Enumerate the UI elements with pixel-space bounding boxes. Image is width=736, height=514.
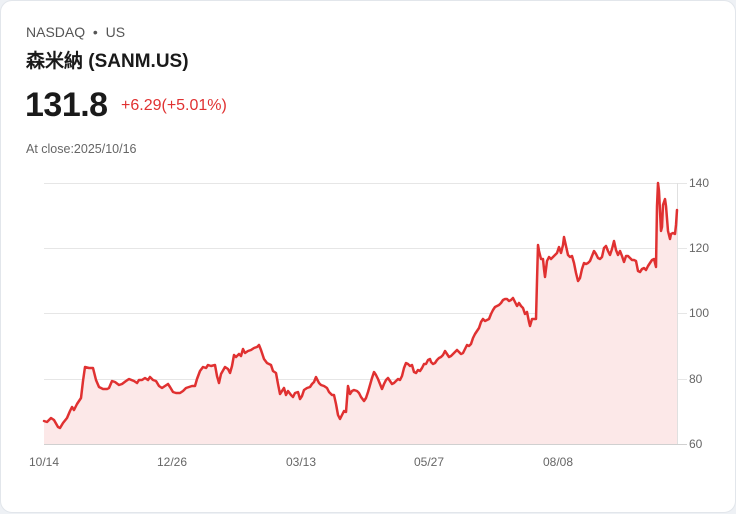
y-axis: 140 120 100 80 60 bbox=[689, 176, 709, 451]
price-area bbox=[44, 183, 677, 444]
exchange: NASDAQ bbox=[26, 24, 86, 40]
stock-price: 131.8 bbox=[25, 86, 108, 124]
region: US bbox=[105, 24, 126, 40]
y-tick: 140 bbox=[689, 176, 709, 190]
y-tick: 80 bbox=[689, 372, 703, 386]
y-tick: 120 bbox=[689, 241, 709, 255]
stock-name: 森米納 (SANM.US) bbox=[26, 51, 189, 72]
y-tick: 100 bbox=[689, 306, 709, 320]
x-tick: 03/13 bbox=[286, 455, 316, 469]
x-tick: 10/14 bbox=[29, 455, 59, 469]
separator: • bbox=[92, 24, 98, 40]
price-line[interactable] bbox=[42, 181, 679, 430]
x-tick: 08/08 bbox=[543, 455, 573, 469]
x-tick: 05/27 bbox=[414, 455, 444, 469]
y-tick: 60 bbox=[689, 437, 703, 451]
exchange-label: NASDAQ • US bbox=[26, 24, 125, 40]
x-axis: 10/14 12/26 03/13 05/27 08/08 bbox=[29, 455, 573, 469]
close-date: At close:2025/10/16 bbox=[26, 142, 137, 156]
price-change: +6.29(+5.01%) bbox=[121, 97, 227, 114]
x-tick: 12/26 bbox=[157, 455, 187, 469]
